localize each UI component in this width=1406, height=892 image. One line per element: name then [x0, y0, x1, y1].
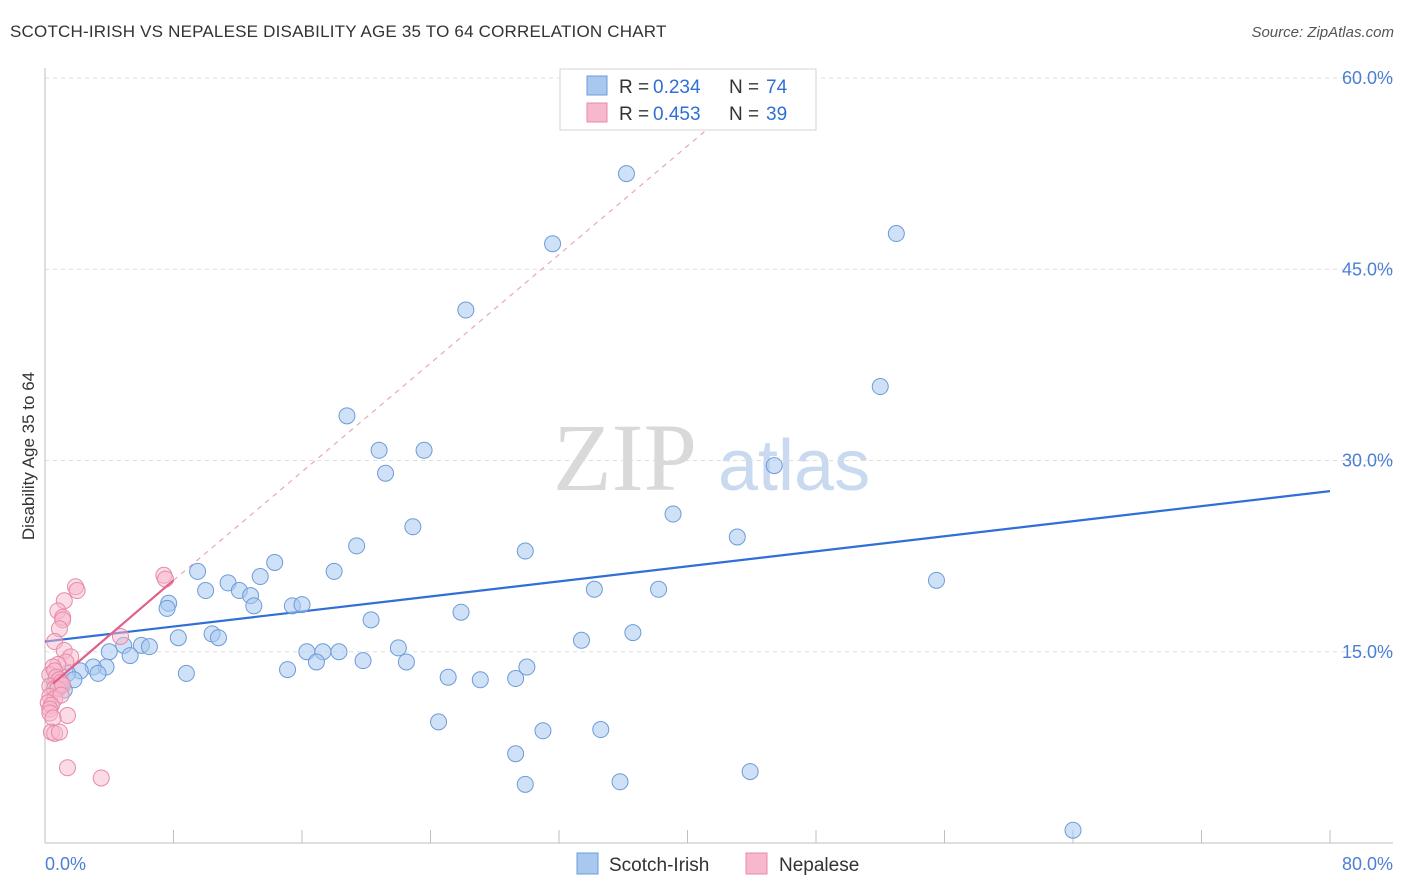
point-scotch-irish [617, 165, 635, 183]
point-scotch-irish [430, 713, 448, 731]
legend-r-label-2: R = [619, 104, 649, 125]
y-tick-labels: 15.0% 30.0% 45.0% 60.0% [1342, 68, 1393, 662]
x-tick-label: 0.0% [45, 854, 86, 874]
point-scotch-irish [1064, 821, 1082, 839]
point-scotch-irish [415, 441, 433, 459]
point-scotch-irish [197, 582, 215, 600]
point-scotch-irish [404, 518, 422, 536]
point-scotch-irish [169, 629, 187, 647]
point-scotch-irish [307, 653, 325, 671]
point-scotch-irish [664, 505, 682, 523]
point-scotch-irish [330, 643, 348, 661]
y-axis-title: Disability Age 35 to 64 [19, 372, 38, 540]
point-scotch-irish [354, 652, 372, 670]
point-scotch-irish [518, 658, 536, 676]
bottom-legend-swatch-scotch-irish [576, 852, 599, 875]
point-nepalese [58, 707, 76, 724]
point-scotch-irish [338, 407, 356, 425]
point-scotch-irish [189, 562, 207, 580]
legend-swatch-scotch-irish [586, 75, 608, 96]
point-scotch-irish [158, 599, 176, 617]
point-scotch-irish [140, 638, 158, 656]
point-scotch-irish [439, 668, 457, 686]
point-scotch-irish [592, 721, 610, 739]
y-tick-label: 15.0% [1342, 642, 1393, 662]
x-tick-label: 80.0% [1342, 854, 1393, 874]
point-scotch-irish [871, 378, 889, 396]
point-nepalese [58, 759, 76, 777]
point-scotch-irish [507, 670, 525, 688]
point-scotch-irish [471, 671, 489, 689]
point-scotch-irish [765, 457, 783, 475]
point-scotch-irish [362, 611, 380, 629]
point-scotch-irish [741, 763, 759, 781]
legend-n-label-1: N = [729, 77, 759, 98]
data-points [39, 165, 1082, 839]
point-scotch-irish [177, 664, 195, 682]
point-scotch-irish [611, 773, 629, 791]
point-scotch-irish [452, 603, 470, 621]
x-tick-labels: 0.0% 80.0% [45, 854, 1393, 874]
legend-r-value-1: 0.234 [653, 77, 701, 98]
point-scotch-irish [728, 528, 746, 546]
point-scotch-irish [89, 664, 107, 682]
point-scotch-irish [572, 631, 590, 649]
point-scotch-irish [516, 542, 534, 560]
point-scotch-irish [245, 597, 263, 615]
point-scotch-irish [266, 554, 284, 571]
point-scotch-irish [325, 562, 343, 580]
point-scotch-irish [624, 624, 642, 642]
point-scotch-irish [507, 745, 525, 763]
point-scotch-irish [927, 571, 945, 589]
bottom-legend-label-scotch-irish: Scotch-Irish [609, 855, 709, 876]
point-scotch-irish [516, 775, 534, 793]
point-scotch-irish [585, 580, 603, 598]
y-tick-label: 30.0% [1342, 451, 1393, 471]
chart-source: Source: ZipAtlas.com [1251, 24, 1394, 41]
chart-title: SCOTCH-IRISH VS NEPALESE DISABILITY AGE … [10, 22, 667, 41]
legend-swatch-nepalese [586, 102, 608, 123]
bottom-legend: Scotch-Irish Nepalese [576, 852, 859, 876]
point-scotch-irish [389, 639, 407, 657]
watermark: ZIP atlas [553, 404, 870, 511]
bottom-legend-swatch-nepalese [745, 852, 768, 875]
point-scotch-irish [544, 235, 562, 253]
point-nepalese [50, 723, 68, 741]
legend-n-value-2: 39 [766, 104, 787, 125]
point-scotch-irish [650, 580, 668, 598]
y-tick-label: 45.0% [1342, 259, 1393, 279]
bottom-legend-label-nepalese: Nepalese [779, 855, 859, 876]
point-scotch-irish [377, 464, 395, 482]
grid-lines [45, 77, 1393, 653]
point-scotch-irish [397, 653, 415, 671]
point-scotch-irish [534, 722, 552, 740]
trend-line-scotch-irish [44, 490, 1331, 643]
point-scotch-irish [887, 225, 905, 243]
legend-r-value-2: 0.453 [653, 104, 701, 125]
point-nepalese [111, 627, 129, 645]
trend-lines [44, 118, 1331, 643]
point-scotch-irish [370, 441, 388, 459]
trend-line-nepalese [52, 579, 175, 685]
point-scotch-irish [209, 629, 227, 647]
point-scotch-irish [348, 537, 366, 555]
point-scotch-irish [100, 643, 118, 661]
legend-box: R = 0.234 N = 74 R = 0.453 N = 39 [559, 68, 817, 131]
y-tick-label: 60.0% [1342, 68, 1393, 88]
point-scotch-irish [251, 568, 269, 586]
point-scotch-irish [279, 661, 297, 679]
legend-n-label-2: N = [729, 104, 759, 125]
watermark-zip: ZIP [553, 404, 697, 511]
point-scotch-irish [457, 301, 475, 319]
point-scotch-irish [121, 647, 139, 665]
trend-line-nepalese-extended [173, 118, 721, 581]
legend-n-value-1: 74 [766, 77, 788, 98]
point-nepalese [156, 570, 174, 588]
point-nepalese [68, 582, 86, 600]
point-nepalese [92, 769, 110, 787]
watermark-atlas: atlas [718, 426, 870, 506]
legend-r-label-1: R = [619, 77, 649, 98]
point-scotch-irish [293, 596, 311, 614]
